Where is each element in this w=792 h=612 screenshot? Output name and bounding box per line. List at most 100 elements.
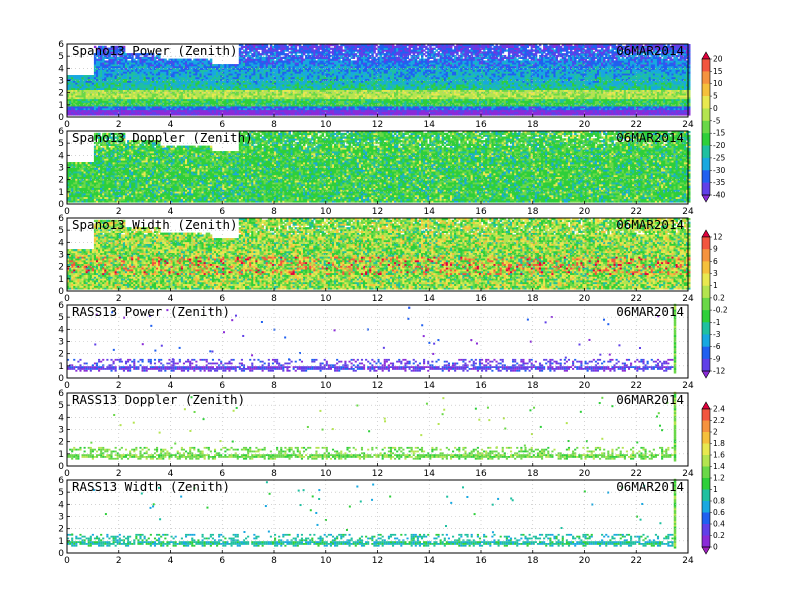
heatmap-cell bbox=[189, 109, 192, 112]
heatmap-cell bbox=[189, 100, 192, 103]
heatmap-cell bbox=[120, 78, 124, 81]
heatmap-cell bbox=[91, 78, 95, 81]
heatmap-cell bbox=[104, 54, 107, 58]
heatmap-cell bbox=[151, 82, 155, 85]
heatmap-cell bbox=[135, 73, 138, 76]
heatmap-cell bbox=[147, 106, 151, 109]
heatmap-cell bbox=[158, 69, 161, 72]
heatmap-cell bbox=[116, 80, 120, 83]
heatmap-cell bbox=[120, 71, 124, 74]
heatmap-cell bbox=[156, 60, 159, 63]
heatmap-cell bbox=[85, 113, 89, 116]
heatmap-cell bbox=[71, 106, 74, 109]
heatmap-cell bbox=[135, 53, 138, 56]
heatmap-cell bbox=[199, 65, 202, 69]
heatmap-cell bbox=[162, 67, 165, 70]
heatmap-cell bbox=[151, 75, 155, 78]
heatmap-cell bbox=[145, 56, 149, 59]
heatmap-cell bbox=[162, 109, 165, 112]
heatmap-cell bbox=[98, 51, 101, 54]
heatmap-cell bbox=[95, 85, 99, 89]
heatmap-cell bbox=[106, 100, 109, 103]
heatmap-cell bbox=[193, 91, 196, 94]
heatmap-cell bbox=[160, 96, 163, 100]
heatmap-cell bbox=[129, 78, 132, 81]
heatmap-cell bbox=[137, 111, 140, 114]
heatmap-cell bbox=[180, 96, 184, 100]
heatmap-cell bbox=[193, 100, 196, 103]
heatmap-cell bbox=[114, 84, 118, 87]
heatmap-cell bbox=[147, 95, 151, 98]
heatmap-cell bbox=[172, 62, 176, 65]
heatmap-cell bbox=[104, 65, 107, 69]
heatmap-cell bbox=[87, 111, 91, 114]
heatmap-cell bbox=[135, 65, 138, 69]
heatmap-cell bbox=[149, 67, 153, 70]
heatmap-cell bbox=[114, 71, 118, 74]
heatmap-cell bbox=[166, 106, 169, 109]
heatmap-cell bbox=[112, 89, 116, 92]
heatmap-cell bbox=[182, 100, 186, 103]
heatmap-cell bbox=[133, 71, 136, 74]
heatmap-cell bbox=[153, 95, 157, 98]
heatmap-cell bbox=[102, 58, 105, 61]
heatmap-cell bbox=[162, 98, 165, 101]
heatmap-cell bbox=[172, 65, 176, 69]
heatmap-cell bbox=[139, 60, 142, 63]
heatmap-cell bbox=[137, 80, 140, 83]
heatmap-cell bbox=[156, 71, 159, 74]
heatmap-cell bbox=[110, 78, 113, 81]
heatmap-cell bbox=[141, 53, 144, 56]
heatmap-cell bbox=[184, 109, 188, 112]
heatmap-cell bbox=[187, 58, 190, 61]
heatmap-cell bbox=[160, 76, 163, 80]
heatmap-cell bbox=[147, 67, 151, 70]
heatmap-cell bbox=[133, 78, 136, 81]
heatmap-cell bbox=[114, 69, 118, 72]
heatmap-cell bbox=[110, 71, 113, 74]
heatmap-cell bbox=[172, 64, 176, 67]
heatmap-cell bbox=[114, 64, 118, 67]
heatmap-cell bbox=[151, 109, 155, 112]
heatmap-cell bbox=[164, 60, 167, 63]
heatmap-cell bbox=[104, 69, 107, 72]
heatmap-cell bbox=[180, 102, 184, 105]
heatmap-cell bbox=[176, 60, 180, 63]
heatmap-cell bbox=[174, 84, 178, 87]
heatmap-cell bbox=[145, 104, 149, 107]
heatmap-cell bbox=[124, 78, 128, 81]
heatmap-cell bbox=[118, 51, 122, 54]
heatmap-cell bbox=[108, 98, 111, 101]
heatmap-cell bbox=[164, 96, 167, 100]
heatmap-cell bbox=[79, 113, 82, 116]
heatmap-cell bbox=[168, 78, 171, 81]
heatmap-cell bbox=[81, 96, 84, 100]
heatmap-cell bbox=[189, 64, 192, 67]
heatmap-cell bbox=[73, 102, 76, 105]
heatmap-cell bbox=[89, 87, 93, 91]
heatmap-cell bbox=[106, 84, 109, 87]
heatmap-cell bbox=[191, 67, 194, 70]
heatmap-cell bbox=[184, 89, 188, 92]
heatmap-cell bbox=[118, 60, 122, 63]
heatmap-cell bbox=[147, 71, 151, 74]
heatmap-cell bbox=[98, 71, 101, 74]
heatmap-cell bbox=[199, 113, 202, 116]
heatmap-cell bbox=[98, 87, 101, 91]
heatmap-cell bbox=[166, 62, 169, 65]
heatmap-cell bbox=[133, 102, 136, 105]
heatmap-cell bbox=[153, 78, 157, 81]
heatmap-cell bbox=[151, 85, 155, 89]
heatmap-cell bbox=[164, 102, 167, 105]
heatmap-cell bbox=[104, 78, 107, 81]
heatmap-cell bbox=[153, 107, 157, 111]
heatmap-cell bbox=[122, 45, 126, 49]
heatmap-cell bbox=[89, 95, 93, 98]
heatmap-cell bbox=[180, 109, 184, 112]
heatmap-cell bbox=[151, 80, 155, 83]
heatmap-cell bbox=[172, 75, 176, 78]
heatmap-cell bbox=[114, 60, 118, 63]
heatmap-cell bbox=[191, 98, 194, 101]
heatmap-cell bbox=[106, 98, 109, 101]
heatmap-cell bbox=[168, 95, 171, 98]
